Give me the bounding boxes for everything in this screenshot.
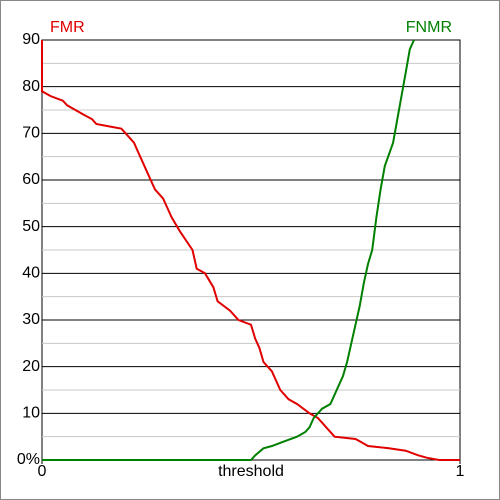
- series-line: [41, 40, 460, 461]
- series-line: [42, 39, 415, 461]
- y-tick-label: 80: [22, 78, 40, 95]
- y-tick-label: 90: [22, 31, 40, 48]
- y-tick-label: 50: [22, 218, 40, 235]
- y-tick-label: 70: [22, 125, 40, 142]
- y-tick-label: 20: [22, 358, 40, 375]
- legend-label: FNMR: [406, 19, 452, 36]
- x-tick-label: 1: [456, 463, 465, 480]
- x-tick-label: 0: [38, 463, 47, 480]
- y-tick-label: 60: [22, 171, 40, 188]
- legend-label: FMR: [50, 19, 85, 36]
- x-axis-label: threshold: [218, 463, 284, 480]
- y-tick-label: 30: [22, 311, 40, 328]
- y-tick-label: 0%: [17, 451, 40, 468]
- y-tick-label: 10: [22, 405, 40, 422]
- y-tick-label: 40: [22, 265, 40, 282]
